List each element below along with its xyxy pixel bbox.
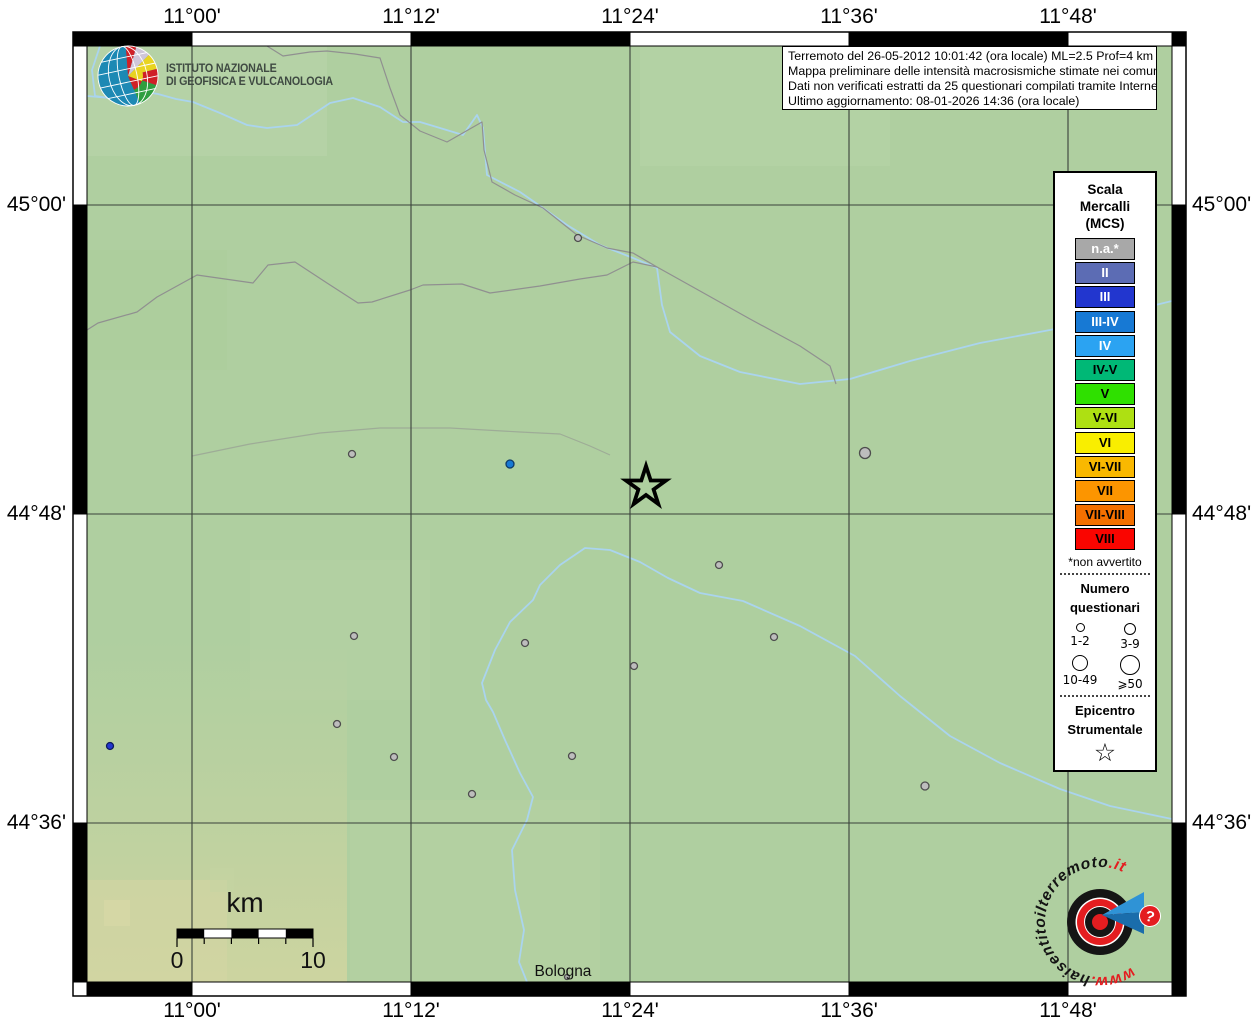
questionnaire-size-circle: [1124, 623, 1136, 636]
info-line-event: Terremoto del 26-05-2012 10:01:42 (ora l…: [788, 49, 1154, 63]
map-terrain: Bologna km 0 10: [87, 46, 1172, 982]
questionnaire-sizes: 1-2 3-9 10-49 ⩾50: [1055, 623, 1155, 691]
axis-label-left: 45°00': [6, 193, 66, 216]
mcs-swatch-IV: IV: [1075, 334, 1135, 357]
mcs-swatch-III: III: [1075, 286, 1135, 309]
axis-label-bottom: 11°00': [163, 999, 221, 1022]
axis-label-bottom: 11°12': [382, 999, 440, 1022]
scale-bar-end: 10: [300, 947, 326, 973]
map-point-na: [629, 661, 639, 671]
map-point-city: [563, 973, 571, 981]
axis-label-top: 11°24': [601, 5, 659, 28]
axis-label-top: 11°48': [1039, 5, 1097, 28]
questionnaire-title: Numero questionari: [1069, 581, 1141, 616]
axis-label-right: 44°48': [1192, 502, 1252, 525]
legend-footnote: *non avvertito: [1068, 555, 1142, 570]
mcs-swatch-VIVII: VI-VII: [1075, 455, 1135, 478]
ingv-line2: DI GEOFISICA E VULCANOLOGIA: [166, 76, 333, 88]
earthquake-info-box: Terremoto del 26-05-2012 10:01:42 (ora l…: [782, 46, 1157, 110]
legend-divider: [1060, 695, 1150, 698]
axis-label-right: 45°00': [1192, 193, 1252, 216]
ingv-logo: ISTITUTO NAZIONALE DI GEOFISICA E VULCAN…: [96, 44, 345, 108]
rivers: [87, 46, 1172, 982]
mcs-swatch-V: V: [1075, 383, 1135, 406]
axis-label-top: 11°36': [820, 5, 878, 28]
mcs-swatch-IIIIV: III-IV: [1075, 310, 1135, 333]
map-point-na: [467, 789, 477, 799]
axis-label-left: 44°48': [6, 502, 66, 525]
questionnaire-size-item: 3-9: [1105, 623, 1155, 651]
map-point-na: [858, 446, 872, 460]
ingv-line1: ISTITUTO NAZIONALE: [166, 62, 277, 75]
map-point-na: [714, 560, 724, 570]
axis-label-bottom: 11°36': [820, 999, 878, 1022]
ingv-wordmark: ISTITUTO NAZIONALE DI GEOFISICA E VULCAN…: [166, 63, 333, 90]
legend-title: Scala Mercalli (MCS): [1079, 182, 1131, 231]
mcs-swatch-VII: VII: [1075, 479, 1135, 502]
map-point-na: [347, 449, 357, 459]
questionnaire-size-item: 1-2: [1055, 623, 1105, 651]
questionnaire-size-circle: [1075, 623, 1085, 633]
axis-label-top: 11°12': [382, 5, 440, 28]
ingv-globe-icon: [97, 45, 159, 107]
map-point-III-IV: [505, 459, 515, 469]
mcs-swatch-VIIVIII: VII-VIII: [1075, 504, 1135, 527]
questionnaire-size-label: 3-9: [1120, 637, 1140, 652]
legend-divider: [1060, 573, 1150, 576]
map-point-na: [567, 751, 577, 761]
logo-center-dot: [1092, 914, 1108, 930]
epicenter-star-symbol: ☆: [1093, 738, 1117, 768]
scale-bar: km 0 10: [171, 887, 326, 973]
map-point-na: [349, 631, 359, 641]
map-point-III: [105, 741, 115, 751]
logo-question-mark: ?: [1143, 908, 1156, 927]
legend-panel: Scala Mercalli (MCS) n.a.* II III III-IV IV I…: [1053, 171, 1157, 772]
logo-question-badge: ?: [1139, 905, 1161, 927]
questionnaire-size-item: ⩾50: [1105, 655, 1155, 691]
mcs-swatch-VIII: VIII: [1075, 528, 1135, 551]
questionnaire-size-circle: [1072, 655, 1088, 672]
questionnaire-size-item: 10-49: [1055, 655, 1105, 691]
mcs-swatch-VI: VI: [1075, 431, 1135, 454]
epicenter-title: Epicentro Strumentale: [1067, 703, 1143, 738]
axis-label-top: 11°00': [163, 5, 221, 28]
boundaries: [87, 46, 837, 457]
questionnaire-size-label: 1-2: [1070, 634, 1090, 649]
logo-speaker-top: [1102, 892, 1144, 915]
axis-label-right: 44°36': [1192, 811, 1252, 834]
axis-label-bottom: 11°24': [601, 999, 659, 1022]
info-line-data: Dati non verificati estratti da 25 quest…: [788, 79, 1157, 93]
terrain-texture: [87, 46, 890, 982]
mcs-swatch-II: II: [1075, 262, 1135, 285]
logo-speaker-bottom: [1102, 912, 1144, 934]
axis-label-bottom: 11°48': [1039, 999, 1097, 1022]
map-frame: [72, 31, 1187, 997]
epicenter-star: [620, 459, 672, 510]
axis-label-left: 44°36': [6, 811, 66, 834]
scale-bar-unit: km: [226, 887, 263, 918]
intensity-points: [105, 233, 930, 981]
map-point-na: [573, 233, 583, 243]
mcs-scale: n.a.* II III III-IV IV IV-V V V-VI VI VI-VII VII VI…: [1055, 238, 1155, 551]
mcs-swatch-na: n.a.*: [1075, 238, 1135, 260]
scale-bar-start: 0: [171, 947, 184, 973]
map-point-na: [920, 781, 930, 791]
questionnaire-size-label: ⩾50: [1117, 677, 1143, 692]
questionnaire-size-label: 10-49: [1062, 673, 1098, 688]
info-line-updated: Ultimo aggiornamento: 08-01-2026 14:36 (…: [788, 94, 1080, 108]
mcs-swatch-VVI: V-VI: [1075, 407, 1135, 430]
map-point-na: [332, 719, 342, 729]
map-point-na: [520, 638, 530, 648]
questionnaire-size-circle: [1120, 655, 1140, 676]
map-point-na: [389, 752, 399, 762]
mcs-swatch-IVV: IV-V: [1075, 358, 1135, 381]
info-line-map: Mappa preliminare delle intensità macros…: [788, 64, 1157, 78]
logo-text-it: .it: [1107, 855, 1128, 876]
city-label: Bologna: [535, 963, 592, 980]
map-point-na: [769, 632, 779, 642]
